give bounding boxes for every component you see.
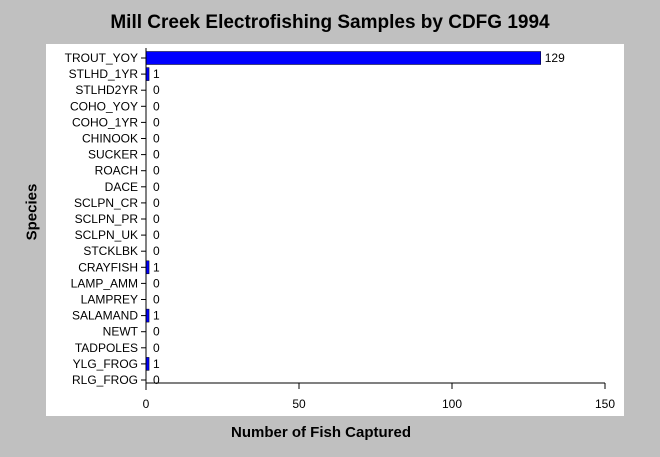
- category-labels-group: TROUT_YOY STLHD_1YR STLHD2YR COHO_YOY COHO_1…: [65, 51, 146, 387]
- data-label: 0: [153, 373, 160, 387]
- value-labels-group: 129 1 0 0 0 0 0 0 0 0 0 0 0 1 0 0 1 0 0 1 0: [153, 51, 565, 387]
- x-tick-label: 100: [442, 397, 462, 411]
- category-label: CRAYFISH: [78, 260, 138, 274]
- category-label: STLHD_1YR: [69, 67, 139, 81]
- category-label: RLG_FROG: [72, 373, 138, 387]
- data-label: 0: [153, 212, 160, 226]
- category-label: SALAMAND: [72, 309, 138, 323]
- category-label: LAMPREY: [81, 293, 138, 307]
- category-label: SCLPN_PR: [75, 212, 139, 226]
- category-label: YLG_FROG: [73, 357, 138, 371]
- data-label: 0: [153, 325, 160, 339]
- y-axis-label: Species: [23, 183, 41, 241]
- data-label: 0: [153, 293, 160, 307]
- category-label: COHO_YOY: [70, 99, 138, 113]
- category-label: SUCKER: [88, 148, 138, 162]
- data-label: 0: [153, 341, 160, 355]
- data-label: 0: [153, 196, 160, 210]
- category-label: CHINOOK: [82, 132, 138, 146]
- data-label: 0: [153, 244, 160, 258]
- category-label: LAMP_AMM: [71, 276, 138, 290]
- category-label: COHO_1YR: [72, 115, 138, 129]
- category-label: NEWT: [103, 325, 139, 339]
- category-label: STCKLBK: [83, 244, 138, 258]
- data-label: 1: [153, 309, 160, 323]
- x-tick-label: 50: [292, 397, 306, 411]
- x-axis-label: Number of Fish Captured: [230, 424, 411, 441]
- category-label: SCLPN_UK: [75, 228, 138, 242]
- data-label: 1: [153, 357, 160, 371]
- data-label: 0: [153, 115, 160, 129]
- data-label: 0: [153, 228, 160, 242]
- data-label: 129: [545, 51, 565, 65]
- data-label: 0: [153, 83, 160, 97]
- data-label: 0: [153, 164, 160, 178]
- data-label: 0: [153, 99, 160, 113]
- data-label: 0: [153, 148, 160, 162]
- category-label: ROACH: [95, 164, 138, 178]
- category-label: DACE: [105, 180, 138, 194]
- data-label: 0: [153, 180, 160, 194]
- data-label: 1: [153, 260, 160, 274]
- bars-group: [145, 51, 541, 371]
- x-tick-label: 0: [143, 397, 150, 411]
- data-label: 0: [153, 132, 160, 146]
- category-label: STLHD2YR: [75, 83, 138, 97]
- bar: [145, 51, 541, 65]
- x-tick-label: 150: [595, 397, 615, 411]
- x-ticks-group: 0 50 100 150: [143, 383, 615, 411]
- category-label: TROUT_YOY: [65, 51, 138, 65]
- chart-title: Mill Creek Electrofishing Samples by CDF…: [110, 12, 550, 33]
- data-label: 1: [153, 67, 160, 81]
- data-label: 0: [153, 276, 160, 290]
- category-label: TADPOLES: [75, 341, 138, 355]
- category-label: SCLPN_CR: [74, 196, 138, 210]
